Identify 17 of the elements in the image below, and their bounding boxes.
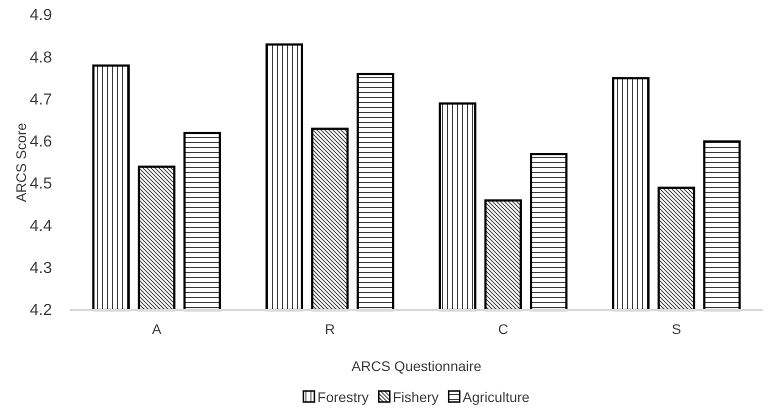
y-tick-label: 4.3 <box>30 260 52 277</box>
legend-label: Forestry <box>317 389 369 405</box>
y-tick-label: 4.6 <box>30 134 52 151</box>
x-tick-label: C <box>498 320 508 337</box>
x-axis-title: ARCS Questionnaire <box>352 358 482 374</box>
y-tick-label: 4.7 <box>30 91 52 108</box>
legend-label: Agriculture <box>462 389 530 405</box>
x-tick-label: R <box>324 320 335 337</box>
x-tick-label: S <box>672 320 682 337</box>
y-tick-label: 4.8 <box>30 49 52 66</box>
y-tick-label: 4.9 <box>30 7 52 24</box>
y-tick-label: 4.5 <box>30 176 52 193</box>
y-tick-label: 4.4 <box>30 218 52 235</box>
y-tick-label: 4.2 <box>30 302 52 320</box>
x-tick-label: A <box>152 320 162 337</box>
legend-label: Fishery <box>392 389 439 405</box>
y-axis-title: ARCS Score <box>13 122 29 202</box>
